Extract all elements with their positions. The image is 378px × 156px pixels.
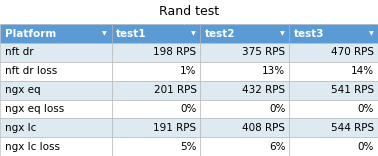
Bar xyxy=(289,62,378,81)
Bar xyxy=(0,24,112,43)
Bar xyxy=(289,43,378,62)
Text: 198 RPS: 198 RPS xyxy=(153,47,197,57)
Bar xyxy=(0,118,112,137)
Bar xyxy=(200,62,289,81)
Bar xyxy=(200,81,289,100)
Text: 191 RPS: 191 RPS xyxy=(153,123,197,133)
Text: 0%: 0% xyxy=(358,142,374,152)
Text: 432 RPS: 432 RPS xyxy=(242,85,285,95)
Bar xyxy=(112,118,200,137)
Bar xyxy=(0,81,112,100)
Bar xyxy=(0,137,112,156)
Text: Platform: Platform xyxy=(5,29,56,39)
Text: 0%: 0% xyxy=(358,104,374,114)
Text: 544 RPS: 544 RPS xyxy=(331,123,374,133)
Bar xyxy=(112,24,200,43)
Text: 201 RPS: 201 RPS xyxy=(153,85,197,95)
Bar xyxy=(200,24,289,43)
Text: 541 RPS: 541 RPS xyxy=(331,85,374,95)
Text: nft dr: nft dr xyxy=(5,47,33,57)
Text: 408 RPS: 408 RPS xyxy=(242,123,285,133)
Text: nft dr loss: nft dr loss xyxy=(5,66,57,76)
Bar xyxy=(200,137,289,156)
Text: ngx lc: ngx lc xyxy=(5,123,36,133)
Bar xyxy=(112,137,200,156)
Text: ▼: ▼ xyxy=(102,31,107,36)
Bar xyxy=(289,137,378,156)
Bar xyxy=(289,100,378,118)
Text: 0%: 0% xyxy=(180,104,197,114)
Bar xyxy=(200,100,289,118)
Bar xyxy=(0,100,112,118)
Text: ngx eq: ngx eq xyxy=(5,85,40,95)
Bar xyxy=(289,81,378,100)
Bar xyxy=(289,24,378,43)
Text: 1%: 1% xyxy=(180,66,197,76)
Bar xyxy=(112,43,200,62)
Bar xyxy=(0,43,112,62)
Text: ngx eq loss: ngx eq loss xyxy=(5,104,64,114)
Text: test1: test1 xyxy=(116,29,147,39)
Text: 13%: 13% xyxy=(262,66,285,76)
Text: 5%: 5% xyxy=(180,142,197,152)
Bar xyxy=(200,118,289,137)
Text: ▼: ▼ xyxy=(191,31,196,36)
Text: 6%: 6% xyxy=(269,142,285,152)
Text: 0%: 0% xyxy=(269,104,285,114)
Bar xyxy=(0,62,112,81)
Bar xyxy=(289,118,378,137)
Text: test3: test3 xyxy=(294,29,324,39)
Text: 14%: 14% xyxy=(351,66,374,76)
Text: 375 RPS: 375 RPS xyxy=(242,47,285,57)
Bar xyxy=(200,43,289,62)
Text: test2: test2 xyxy=(205,29,235,39)
Text: ▼: ▼ xyxy=(280,31,285,36)
Bar xyxy=(112,62,200,81)
Bar xyxy=(112,100,200,118)
Text: ▼: ▼ xyxy=(369,31,373,36)
Text: Rand test: Rand test xyxy=(159,5,219,18)
Bar xyxy=(112,81,200,100)
Text: ngx lc loss: ngx lc loss xyxy=(5,142,60,152)
Text: 470 RPS: 470 RPS xyxy=(331,47,374,57)
